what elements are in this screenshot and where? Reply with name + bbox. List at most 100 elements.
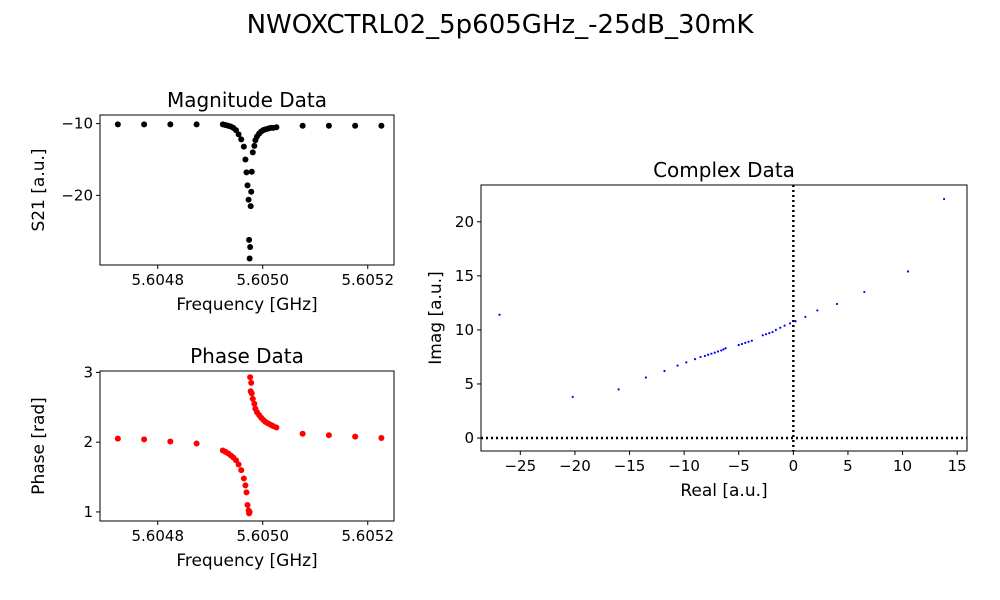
magnitude-y-tick-label: −20	[61, 186, 93, 204]
complex-data-point	[713, 351, 716, 354]
magnitude-data-point	[232, 127, 239, 134]
phase-x-tick-label: 5.6048	[132, 527, 185, 545]
magnitude-data-point	[247, 244, 254, 251]
complex-data-point	[768, 332, 771, 335]
magnitude-data-point	[249, 149, 256, 156]
magnitude-panel: 5.6048 5.6050 5.6052 −10 −20 Magnitude Data Fr…	[29, 88, 395, 315]
complex-x-tick-label: 0	[789, 457, 799, 475]
phase-data-point	[247, 374, 254, 381]
magnitude-data-point	[167, 121, 174, 128]
complex-x-tick-label: −25	[504, 457, 536, 475]
complex-y-tick-label: 20	[455, 213, 474, 231]
complex-data-point	[644, 376, 648, 379]
magnitude-x-tick-label: 5.6048	[132, 271, 185, 289]
magnitude-data-point	[325, 122, 332, 129]
phase-panel: 5.6048 5.6050 5.6052 1 2 3 Phase Data Frequency…	[29, 344, 395, 571]
complex-x-tick-label: −20	[559, 457, 591, 475]
complex-data-point	[699, 355, 702, 359]
magnitude-title: Magnitude Data	[167, 88, 327, 112]
phase-data-point	[378, 434, 385, 441]
complex-data-point	[716, 350, 720, 353]
magnitude-data-point	[273, 124, 280, 131]
complex-data-point	[724, 347, 727, 350]
magnitude-data-point	[141, 121, 148, 128]
magnitude-data-point	[246, 255, 253, 262]
phase-data-point	[193, 440, 200, 447]
phase-x-tick-label: 5.6050	[237, 527, 290, 545]
magnitude-data-point	[114, 121, 121, 128]
phase-data-point	[240, 475, 247, 482]
complex-x-tick-label: −10	[668, 457, 700, 475]
complex-x-tick-label: −5	[728, 457, 750, 475]
complex-data-point	[744, 341, 747, 344]
complex-data-point	[750, 339, 753, 342]
complex-x-axis-label: Real [a.u.]	[680, 481, 767, 501]
complex-data-point	[771, 330, 774, 334]
phase-x-tick-label: 5.6052	[342, 527, 395, 545]
complex-panel: −25 −20 −15 −10 −5 0 5 10 15 0 5 10 15 20 Complex Data…	[426, 158, 968, 501]
complex-data-point	[663, 369, 666, 373]
complex-data-point	[720, 349, 723, 352]
complex-data-point	[703, 354, 706, 357]
complex-data-point	[707, 353, 710, 356]
phase-data-point	[248, 379, 255, 386]
phase-data-point	[249, 395, 256, 402]
magnitude-x-tick-label: 5.6052	[342, 271, 395, 289]
complex-x-tick-label: 15	[948, 457, 967, 475]
magnitude-y-axis-label: S21 [a.u.]	[29, 148, 49, 231]
complex-data-point	[685, 361, 688, 364]
complex-y-axis-label: Imag [a.u.]	[426, 271, 446, 364]
complex-data-point	[774, 328, 777, 331]
complex-data-point	[906, 270, 910, 273]
magnitude-x-tick-label: 5.6050	[237, 271, 290, 289]
magnitude-y-tick-label: −10	[61, 115, 93, 133]
phase-x-axis-label: Frequency [GHz]	[176, 551, 317, 571]
complex-data-point	[710, 352, 713, 355]
magnitude-data-point	[248, 188, 255, 195]
complex-data-point	[779, 326, 782, 329]
magnitude-data-point	[243, 169, 250, 176]
phase-axes-frame	[99, 370, 395, 522]
phase-data-point	[246, 508, 253, 515]
magnitude-data-point	[193, 121, 200, 128]
figure-title: NWOXCTRL02_5p605GHz_-25dB_30mK	[247, 10, 755, 40]
magnitude-data-point	[246, 236, 253, 243]
complex-title: Complex Data	[653, 158, 795, 182]
complex-data-point	[835, 302, 839, 306]
complex-axes-frame	[480, 184, 968, 452]
phase-data-point	[141, 436, 148, 443]
complex-data-point	[794, 320, 797, 323]
complex-y-tick-label: 5	[464, 375, 474, 393]
magnitude-data-point	[242, 156, 249, 163]
magnitude-data-point	[245, 196, 252, 203]
phase-data-point	[251, 400, 258, 407]
phase-data-point	[238, 467, 245, 474]
complex-data-point	[788, 322, 792, 325]
complex-x-tick-label: 5	[843, 457, 853, 475]
complex-y-tick-label: 15	[455, 267, 474, 285]
complex-data-point	[693, 357, 697, 361]
complex-data-point	[737, 343, 740, 347]
phase-data-point	[167, 438, 174, 445]
phase-data-point	[299, 430, 306, 437]
complex-data-point	[676, 364, 679, 367]
phase-title: Phase Data	[190, 344, 304, 368]
complex-data-point	[761, 334, 764, 337]
complex-data-point	[740, 342, 744, 346]
phase-data-point	[242, 482, 249, 489]
complex-data-point	[942, 197, 946, 201]
phase-data-point	[273, 424, 280, 431]
phase-data-point	[244, 501, 251, 508]
complex-data-point	[804, 315, 807, 319]
phase-data-point	[114, 435, 121, 442]
complex-y-tick-label: 0	[464, 429, 474, 447]
magnitude-data-point	[247, 203, 254, 210]
magnitude-data-point	[244, 182, 251, 189]
complex-data-point	[783, 324, 786, 327]
phase-data-point	[325, 432, 332, 439]
magnitude-data-point	[299, 122, 306, 129]
magnitude-data-point	[248, 168, 255, 175]
phase-y-axis-label: Phase [rad]	[29, 397, 49, 495]
phase-data-point	[235, 461, 242, 468]
magnitude-data-point	[352, 122, 359, 129]
